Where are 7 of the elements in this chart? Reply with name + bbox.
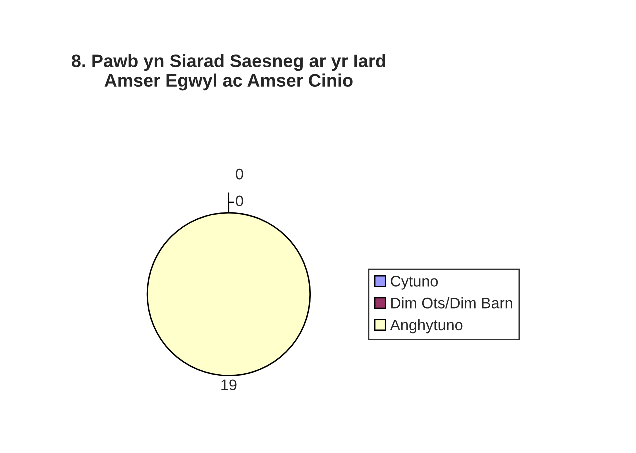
chart-title: 8. Pawb yn Siarad Saesneg ar yr Iard Amser Egwyl ac Amser Cinio (72, 54, 386, 91)
legend-label: Dim Ots/Dim Barn (392, 298, 512, 309)
text: 0 (236, 168, 244, 180)
text: 0 (236, 196, 244, 207)
legend-label: Anghytuno (390, 319, 463, 334)
legend-label: Cytuno (391, 276, 438, 290)
data-label: 19 (222, 380, 237, 391)
